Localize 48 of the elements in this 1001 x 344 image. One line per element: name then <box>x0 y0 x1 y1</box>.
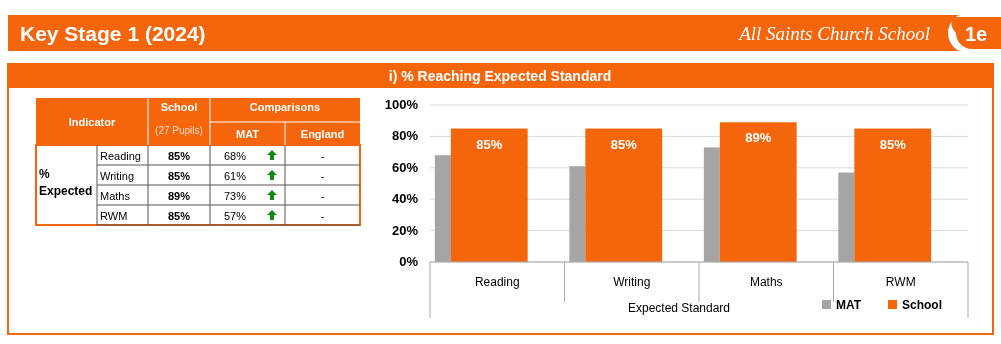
data-label: 73% <box>224 190 247 202</box>
data-label: 85% <box>167 150 191 162</box>
text: Key Stage 1 (2024) <box>20 22 206 45</box>
data-label: - <box>320 150 325 162</box>
text: England <box>300 128 345 140</box>
y-tick-label: 40% <box>391 191 419 207</box>
text: i) % Reaching Expected Standard <box>388 68 612 84</box>
x-axis-title: Expected Standard <box>627 301 731 315</box>
data-label: 85% <box>476 136 503 152</box>
bar <box>854 128 932 262</box>
data-label: - <box>320 210 325 222</box>
y-tick-label: 100% <box>384 97 419 112</box>
data-label: 85% <box>167 210 191 222</box>
text: (27 Pupils) <box>155 125 203 136</box>
data-label: - <box>320 190 325 202</box>
text: All Saints Church School <box>737 23 930 44</box>
category-label: RWM <box>100 210 128 222</box>
y-tick-label: 80% <box>391 128 419 144</box>
category-label: Maths <box>100 190 131 202</box>
category-label: Reading <box>100 150 141 162</box>
x-tick-label: Writing <box>613 275 651 289</box>
data-label: 89% <box>167 190 191 202</box>
legend-label: School <box>902 298 943 312</box>
bar <box>450 128 528 262</box>
text: % Expected <box>39 167 93 198</box>
y-tick-label: 0% <box>399 254 419 269</box>
text: Comparisons <box>249 101 321 113</box>
x-tick-label: RWM <box>885 275 916 289</box>
category-label: Writing <box>100 170 135 182</box>
text: 1e <box>964 23 988 45</box>
text: School <box>160 101 198 113</box>
text: MAT <box>235 128 260 140</box>
data-label: 89% <box>745 130 772 146</box>
x-tick-label: Reading <box>474 275 520 289</box>
data-label: 85% <box>610 136 638 152</box>
y-tick-label: 20% <box>391 222 419 238</box>
bar <box>585 128 663 262</box>
legend-label: MAT <box>836 298 862 312</box>
data-label: 68% <box>224 150 247 162</box>
data-label: 85% <box>167 170 191 182</box>
data-label: 61% <box>224 170 247 182</box>
text: Indicator <box>68 116 116 128</box>
x-tick-label: Maths <box>749 275 783 289</box>
y-tick-label: 60% <box>391 159 419 175</box>
data-label: 57% <box>224 210 247 222</box>
data-label: 85% <box>879 136 907 152</box>
data-label: - <box>320 170 325 182</box>
bar <box>719 122 797 262</box>
